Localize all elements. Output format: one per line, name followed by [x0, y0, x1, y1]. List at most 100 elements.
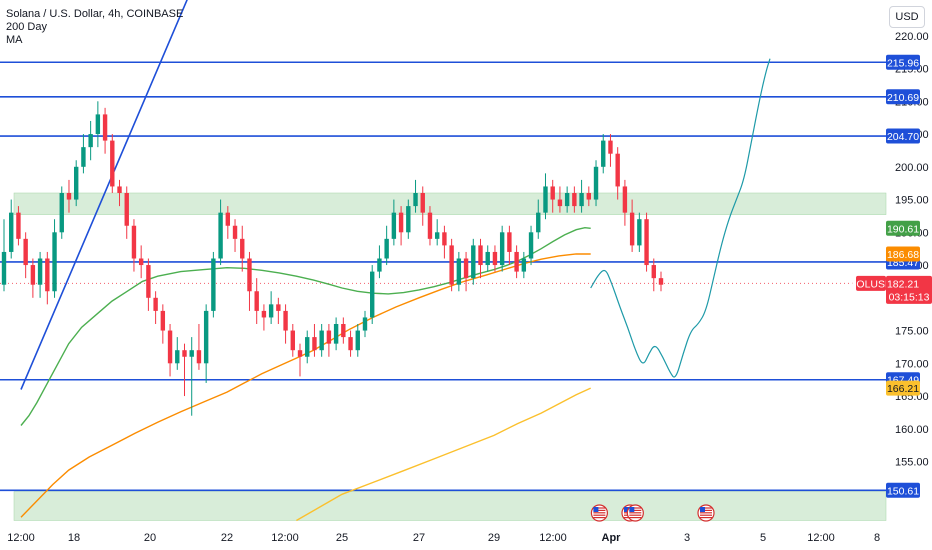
- x-tick-label: 5: [760, 532, 766, 544]
- candle-body-44: [319, 330, 324, 351]
- flag-canton: [593, 507, 599, 512]
- moving-averages: [20, 226, 591, 522]
- projection-path: [590, 58, 771, 378]
- candle-body-69: [499, 232, 505, 266]
- candle-body-70: [507, 232, 512, 252]
- candle-body-71: [514, 251, 519, 272]
- ma-line-2: [296, 387, 591, 522]
- candle-body-32: [232, 225, 238, 239]
- candle-body-63: [456, 258, 462, 285]
- candle-body-36: [261, 310, 267, 318]
- us-flag-icon-2: [626, 504, 644, 522]
- last-price-tag-text: 182.21: [887, 278, 919, 290]
- y-tick-label: 200.00: [895, 162, 929, 174]
- y-tick-label: 175.00: [895, 326, 929, 338]
- zone-0: [13, 192, 887, 215]
- candlesticks: [1, 101, 664, 416]
- candle-body-85: [615, 153, 620, 187]
- level-tag-5-bg: [886, 482, 920, 498]
- candle-body-41: [297, 350, 303, 357]
- candle-body-65: [471, 245, 476, 279]
- candle-body-14: [102, 114, 108, 141]
- chart-legend: Solana / U.S. Dollar, 4h, COINBASE 200 D…: [6, 8, 183, 47]
- x-tick-label: 3: [684, 532, 690, 544]
- ma-tag-2-bg: [886, 380, 920, 396]
- ma-label: MA: [6, 34, 23, 46]
- candle-body-74: [536, 212, 541, 233]
- candle-body-0: [1, 251, 7, 285]
- time-axis[interactable]: 12:00 18 20 22 12:00 25 27 29 12:00 Apr 3 5 12:00 8: [7, 532, 880, 544]
- candle-body-66: [478, 245, 483, 266]
- candle-body-5: [37, 258, 43, 285]
- candle-body-28: [203, 310, 209, 364]
- candle-body-61: [442, 232, 447, 246]
- flag-canton: [700, 507, 705, 512]
- flag-canton: [629, 507, 635, 512]
- candle-body-8: [59, 193, 64, 233]
- candle-body-37: [268, 304, 274, 318]
- level-tag-1-bg: [886, 89, 920, 105]
- candle-body-78: [564, 193, 570, 207]
- candle-body-82: [593, 166, 599, 200]
- projected-price-path: [590, 58, 771, 378]
- candle-body-46: [333, 324, 339, 344]
- ma-line-1: [20, 253, 591, 518]
- ma-tag-1-text: 186.68: [887, 249, 919, 261]
- candle-body-30: [218, 212, 223, 259]
- flag-stripe: [629, 512, 642, 514]
- horizontal-levels: [0, 61, 886, 492]
- countdown-text: 03:15:13: [889, 291, 930, 303]
- zone-1: [13, 491, 887, 521]
- currency-button[interactable]: USD: [889, 6, 925, 28]
- candle-body-88: [637, 219, 642, 246]
- candle-body-80: [579, 193, 584, 207]
- candle-body-7: [52, 232, 57, 292]
- price-tags: 215.96210.69204.70185.47167.49150.61190.…: [849, 54, 932, 498]
- y-tick-label: 155.00: [895, 457, 929, 469]
- candle-body-1: [9, 212, 14, 252]
- candle-body-17: [124, 193, 129, 226]
- flag-stripe: [700, 517, 712, 519]
- candle-body-83: [601, 140, 606, 167]
- ma-line-0: [20, 226, 591, 426]
- x-tick-label: 12:00: [7, 532, 35, 544]
- y-tick-label: 220.00: [895, 31, 929, 43]
- x-tick-label: 22: [221, 532, 233, 544]
- flag-stripe: [593, 514, 606, 516]
- candle-body-43: [312, 337, 317, 351]
- candle-body-3: [23, 238, 28, 266]
- candle-body-49: [355, 330, 360, 351]
- level-tag-2-bg: [886, 128, 920, 144]
- candle-body-6: [45, 258, 50, 292]
- level-tag-1-text: 210.69: [887, 92, 919, 104]
- candle-body-38: [276, 304, 281, 311]
- candle-body-33: [240, 238, 245, 259]
- candle-body-23: [167, 330, 173, 364]
- candle-body-26: [189, 350, 194, 357]
- us-flag-icon-3: [697, 504, 715, 522]
- candle-body-51: [370, 271, 375, 318]
- candle-body-34: [247, 258, 252, 292]
- candle-body-2: [16, 212, 21, 239]
- level-tag-2-text: 204.70: [887, 131, 919, 143]
- candle-body-67: [485, 251, 490, 266]
- candle-body-4: [30, 265, 36, 285]
- candle-body-77: [557, 199, 563, 207]
- symbol-tag-text: SOLUSD: [849, 278, 893, 290]
- x-tick-label: 12:00: [539, 532, 567, 544]
- x-tick-label: 27: [413, 532, 425, 544]
- candle-body-9: [66, 193, 72, 200]
- ascending-trendline: [20, 0, 188, 390]
- flag-stripe: [593, 509, 606, 511]
- candle-body-42: [305, 337, 310, 357]
- candle-body-76: [550, 186, 555, 200]
- candle-body-24: [175, 350, 180, 364]
- candle-body-21: [153, 297, 158, 311]
- flag-stripe: [700, 514, 712, 516]
- candle-body-62: [449, 245, 454, 285]
- candle-body-27: [196, 350, 202, 364]
- candle-body-48: [348, 337, 353, 351]
- flag-stripe: [593, 512, 606, 514]
- x-tick-label: 29: [488, 532, 500, 544]
